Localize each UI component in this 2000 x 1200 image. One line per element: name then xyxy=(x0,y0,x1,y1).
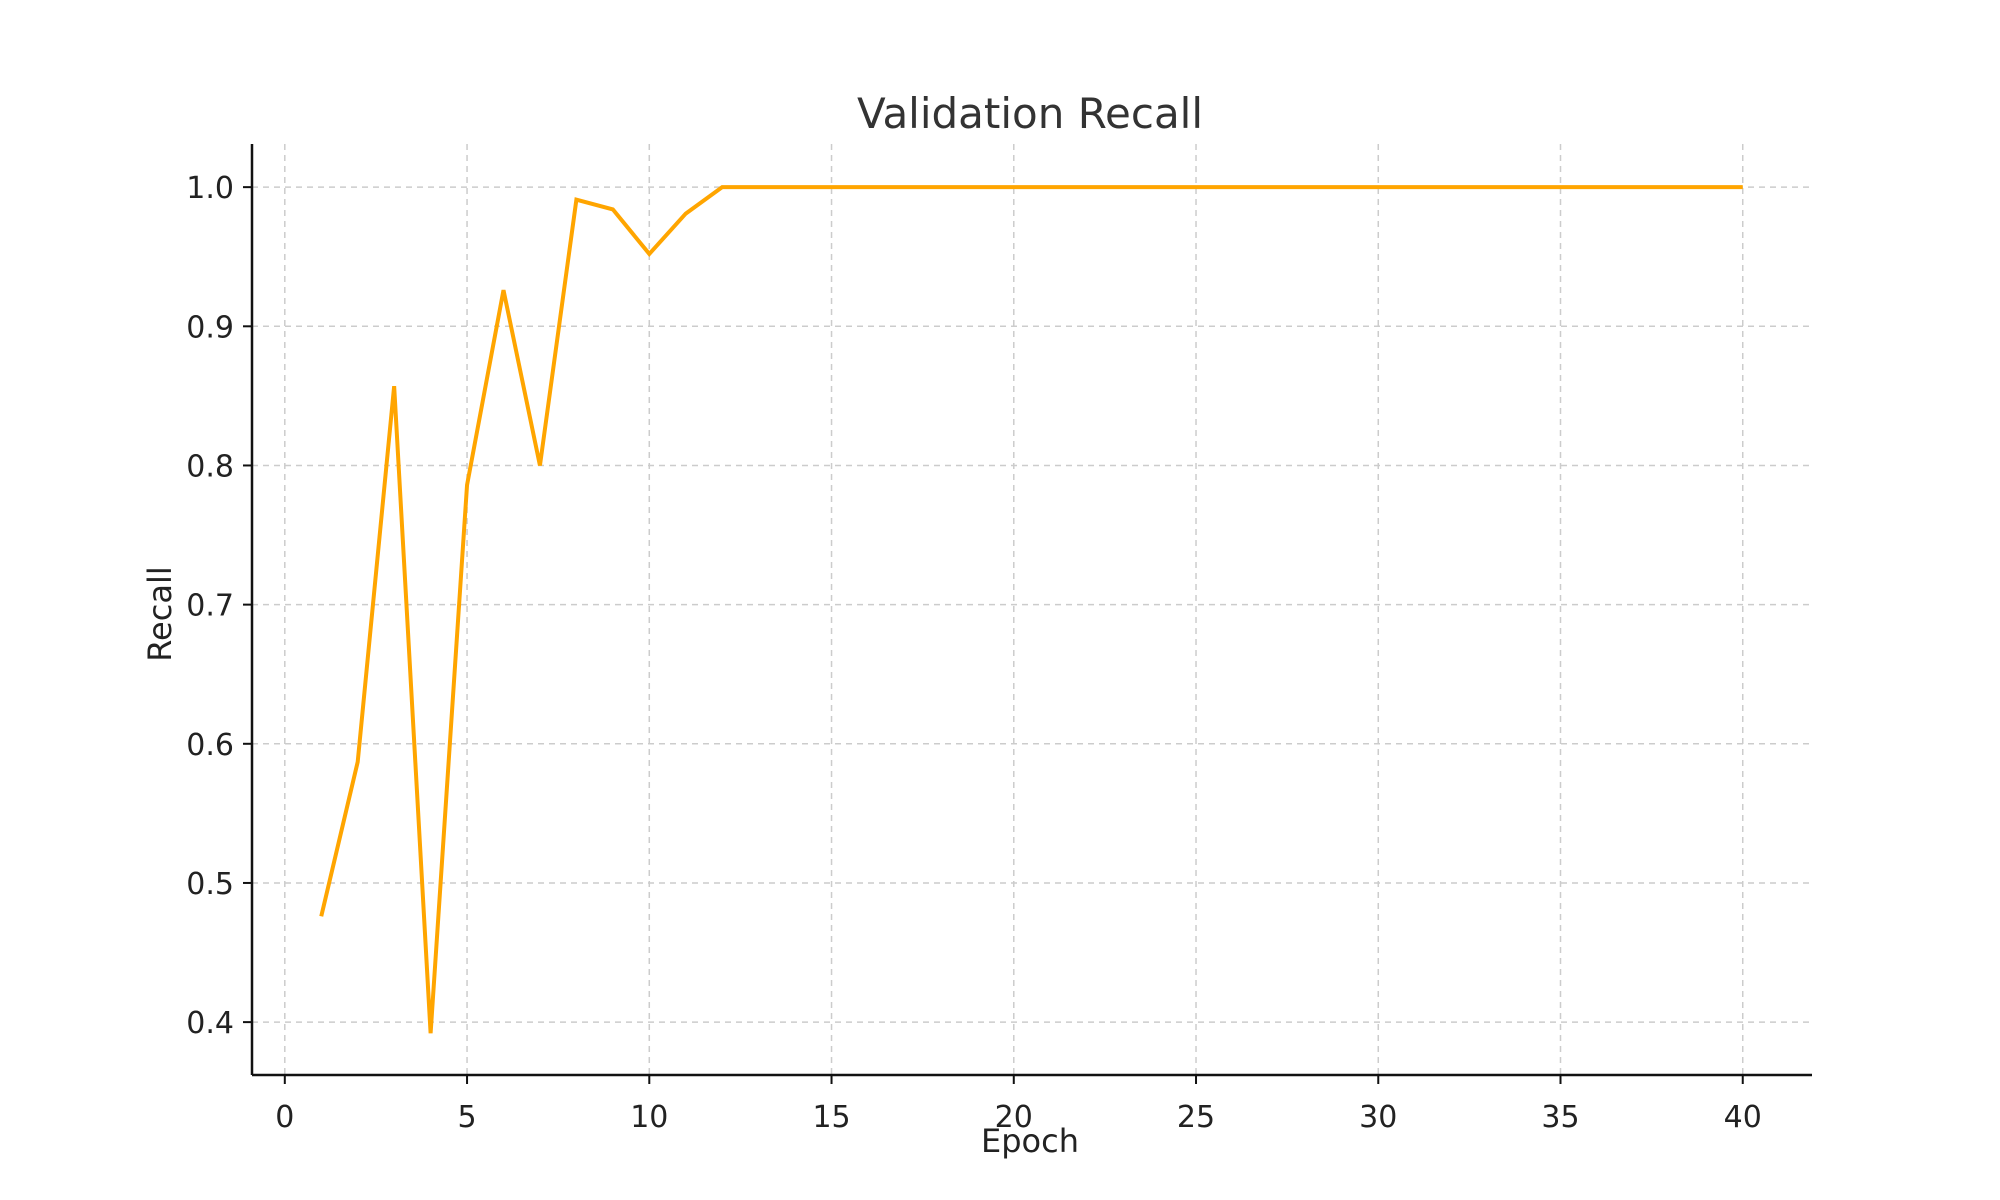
y-tick-label: 0.5 xyxy=(186,867,234,902)
x-tick-label: 30 xyxy=(1359,1100,1397,1135)
y-axis-label: Recall xyxy=(141,566,179,661)
y-tick-label: 0.4 xyxy=(186,1006,234,1041)
x-axis-label: Epoch xyxy=(981,1122,1079,1160)
y-tick-label: 0.8 xyxy=(186,449,234,484)
x-tick-label: 10 xyxy=(630,1100,668,1135)
chart-title: Validation Recall xyxy=(857,89,1203,138)
series-layer xyxy=(319,185,1743,1034)
axes xyxy=(243,144,1812,1084)
x-tick-label: 20 xyxy=(995,1100,1033,1135)
tick-labels: 0 5 10 15 20 25 30 35 40 0.4 0.5 0.6 0.7 0.8 0.9 1.0 xyxy=(186,171,1762,1135)
y-tick-label: 0.6 xyxy=(186,728,234,763)
y-tick-label: 0.7 xyxy=(186,589,234,624)
y-tick-label: 1.0 xyxy=(186,171,234,206)
x-tick-label: 40 xyxy=(1724,1100,1762,1135)
x-tick-label: 15 xyxy=(812,1100,850,1135)
recall-series-line xyxy=(319,185,1743,1034)
x-tick-label: 35 xyxy=(1541,1100,1579,1135)
x-tick-label: 25 xyxy=(1177,1100,1215,1135)
x-tick-label: 0 xyxy=(275,1100,294,1135)
x-tick-label: 5 xyxy=(457,1100,476,1135)
y-tick-label: 0.9 xyxy=(186,310,234,345)
